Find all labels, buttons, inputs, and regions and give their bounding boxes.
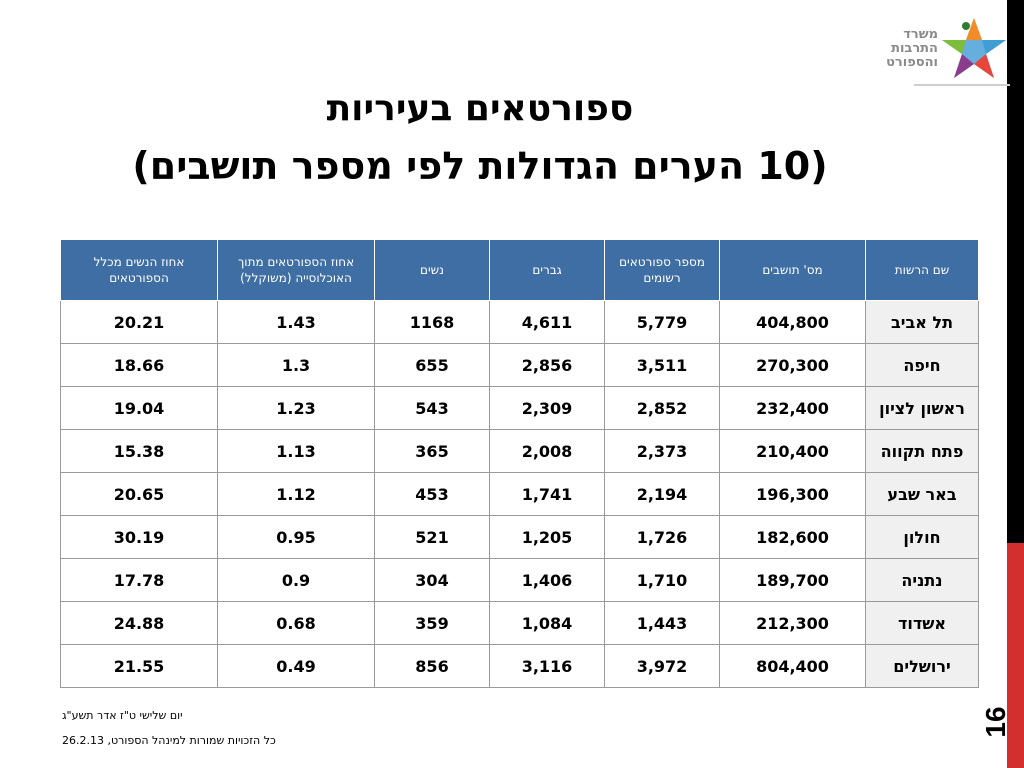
cell-men: 1,205 (489, 515, 605, 559)
cell-women-percent: 20.65 (60, 472, 218, 516)
footer-copyright: כל הזכויות שמורות למינהל הספורט, 26.2.13 (62, 734, 276, 747)
cell-city: באר שבע (865, 472, 979, 516)
ministry-logo: משרד התרבות והספורט (866, 14, 1010, 88)
cell-women-percent: 15.38 (60, 429, 218, 473)
cell-women: 521 (374, 515, 490, 559)
cell-athlete-percent: 0.9 (217, 558, 375, 602)
table-header-row: שם הרשות מס' תושבים מספר ספורטאים רשומים… (60, 239, 979, 301)
header-authority: שם הרשות (865, 239, 979, 301)
cell-athlete-percent: 0.49 (217, 644, 375, 688)
cell-athletes: 2,194 (604, 472, 720, 516)
cell-women-percent: 17.78 (60, 558, 218, 602)
table-row: פתח תקווה 210,400 2,373 2,008 365 1.13 1… (60, 429, 979, 473)
logo-text-line-1: משרד (903, 27, 938, 42)
cell-athlete-percent: 1.12 (217, 472, 375, 516)
cell-athlete-percent: 1.13 (217, 429, 375, 473)
cell-city: חולון (865, 515, 979, 559)
cell-athletes: 3,511 (604, 343, 720, 387)
cell-men: 4,611 (489, 300, 605, 344)
cell-city: ירושלים (865, 644, 979, 688)
cell-city: אשדוד (865, 601, 979, 645)
table-row: באר שבע 196,300 2,194 1,741 453 1.12 20.… (60, 472, 979, 516)
cell-residents: 404,800 (719, 300, 866, 344)
title-line-1: ספורטאים בעיריות (326, 88, 634, 129)
header-men: גברים (489, 239, 605, 301)
table-row: חולון 182,600 1,726 1,205 521 0.95 30.19 (60, 515, 979, 559)
cell-women: 655 (374, 343, 490, 387)
cell-athletes: 1,726 (604, 515, 720, 559)
cell-athlete-percent: 0.68 (217, 601, 375, 645)
table-row: תל אביב 404,800 5,779 4,611 1168 1.43 20… (60, 300, 979, 344)
cell-city: נתניה (865, 558, 979, 602)
cell-athletes: 3,972 (604, 644, 720, 688)
slide-title: ספורטאים בעיריות (10 הערים הגדולות לפי מ… (40, 86, 920, 194)
footer-date: יום שלישי ט"ז אדר תשע"ג (62, 709, 183, 722)
cell-women: 453 (374, 472, 490, 516)
cell-men: 2,309 (489, 386, 605, 430)
side-bar-red (1007, 543, 1024, 768)
cell-women: 304 (374, 558, 490, 602)
cell-men: 2,856 (489, 343, 605, 387)
cell-women-percent: 18.66 (60, 343, 218, 387)
header-women: נשים (374, 239, 490, 301)
cell-athlete-percent: 1.43 (217, 300, 375, 344)
logo-text-line-2: התרבות (891, 41, 938, 56)
cell-women-percent: 21.55 (60, 644, 218, 688)
sports-table: שם הרשות מס' תושבים מספר ספורטאים רשומים… (60, 239, 979, 688)
logo-text-line-3: והספורט (886, 55, 938, 70)
cell-residents: 196,300 (719, 472, 866, 516)
header-residents: מס' תושבים (719, 239, 866, 301)
cell-athletes: 1,443 (604, 601, 720, 645)
cell-athlete-percent: 0.95 (217, 515, 375, 559)
cell-men: 1,406 (489, 558, 605, 602)
logo-underline (914, 84, 1010, 86)
cell-city: חיפה (865, 343, 979, 387)
cell-women-percent: 19.04 (60, 386, 218, 430)
cell-athlete-percent: 1.23 (217, 386, 375, 430)
title-line-2: (10 הערים הגדולות לפי מספר תושבים) (132, 144, 828, 188)
cell-women: 365 (374, 429, 490, 473)
cell-city: פתח תקווה (865, 429, 979, 473)
cell-women: 359 (374, 601, 490, 645)
cell-women-percent: 30.19 (60, 515, 218, 559)
cell-residents: 210,400 (719, 429, 866, 473)
side-bar-black (1007, 0, 1024, 543)
cell-residents: 804,400 (719, 644, 866, 688)
table-row: נתניה 189,700 1,710 1,406 304 0.9 17.78 (60, 558, 979, 602)
cell-men: 2,008 (489, 429, 605, 473)
cell-women: 1168 (374, 300, 490, 344)
cell-athlete-percent: 1.3 (217, 343, 375, 387)
cell-city: ראשון לציון (865, 386, 979, 430)
header-registered-athletes: מספר ספורטאים רשומים (604, 239, 720, 301)
cell-women-percent: 20.21 (60, 300, 218, 344)
cell-residents: 232,400 (719, 386, 866, 430)
cell-residents: 189,700 (719, 558, 866, 602)
cell-women-percent: 24.88 (60, 601, 218, 645)
logo-star-icon (942, 18, 1006, 78)
table-row: ירושלים 804,400 3,972 3,116 856 0.49 21.… (60, 644, 979, 688)
cell-athletes: 5,779 (604, 300, 720, 344)
cell-athletes: 1,710 (604, 558, 720, 602)
cell-residents: 270,300 (719, 343, 866, 387)
cell-athletes: 2,373 (604, 429, 720, 473)
cell-women: 543 (374, 386, 490, 430)
cell-city: תל אביב (865, 300, 979, 344)
table-row: חיפה 270,300 3,511 2,856 655 1.3 18.66 (60, 343, 979, 387)
cell-men: 1,741 (489, 472, 605, 516)
table-row: אשדוד 212,300 1,443 1,084 359 0.68 24.88 (60, 601, 979, 645)
cell-residents: 182,600 (719, 515, 866, 559)
cell-residents: 212,300 (719, 601, 866, 645)
cell-women: 856 (374, 644, 490, 688)
header-athlete-percent: אחוז הספורטאים מתוך האוכלוסייה (משוקלל) (217, 239, 375, 301)
header-women-percent: אחוז הנשים מכלל הספורטאים (60, 239, 218, 301)
slide-number: 16 (980, 706, 1011, 738)
cell-athletes: 2,852 (604, 386, 720, 430)
table-row: ראשון לציון 232,400 2,852 2,309 543 1.23… (60, 386, 979, 430)
cell-men: 3,116 (489, 644, 605, 688)
cell-men: 1,084 (489, 601, 605, 645)
logo-text: משרד התרבות והספורט (866, 28, 938, 70)
